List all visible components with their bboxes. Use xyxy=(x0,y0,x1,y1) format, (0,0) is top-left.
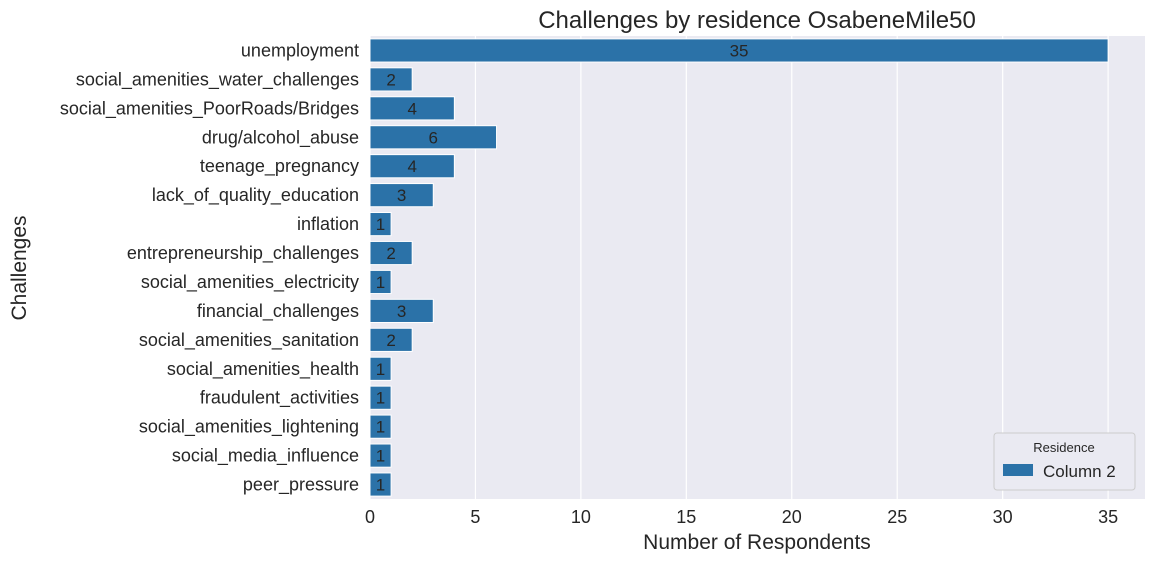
bar xyxy=(369,67,413,92)
category-label: social_amenities_sanitation xyxy=(139,330,359,351)
bar xyxy=(369,269,392,295)
bar-value-label: 1 xyxy=(376,447,385,466)
y-axis-title: Challenges xyxy=(8,215,31,320)
category-label: social_media_influence xyxy=(172,446,359,467)
category-label: teenage_pregnancy xyxy=(200,156,359,177)
category-label: drug/alcohol_abuse xyxy=(202,127,359,148)
bar-value-label: 4 xyxy=(407,99,416,118)
bar-value-label: 2 xyxy=(386,331,395,350)
bar xyxy=(369,327,413,352)
category-label: entrepreneurship_challenges xyxy=(127,243,359,264)
category-label: fraudulent_activities xyxy=(200,388,359,409)
legend-title: Residence xyxy=(1033,440,1094,455)
bar-value-label: 1 xyxy=(376,360,385,379)
x-tick-label: 5 xyxy=(470,507,480,527)
category-label: peer_pressure xyxy=(243,475,359,496)
plot-background xyxy=(370,36,1145,499)
x-tick-label: 0 xyxy=(365,507,375,527)
bar xyxy=(369,443,392,468)
bar-value-label: 3 xyxy=(397,302,406,321)
chart-title: Challenges by residence OsabeneMile50 xyxy=(538,7,976,34)
legend-swatch xyxy=(1003,464,1033,476)
category-label: social_amenities_health xyxy=(167,359,359,380)
x-tick-label: 15 xyxy=(676,507,696,527)
bar-value-label: 1 xyxy=(376,273,385,292)
bar-value-label: 1 xyxy=(376,215,385,234)
bar xyxy=(369,240,413,266)
bar xyxy=(369,183,434,208)
legend-entry-label: Column 2 xyxy=(1043,462,1116,481)
category-label: social_amenities_PoorRoads/Bridges xyxy=(60,98,359,119)
bar-value-label: 3 xyxy=(397,186,406,205)
bar-value-label: 35 xyxy=(730,41,749,60)
category-label: inflation xyxy=(297,214,359,234)
bar-value-label: 4 xyxy=(407,157,416,176)
x-tick-label: 20 xyxy=(782,507,802,527)
category-label: financial_challenges xyxy=(197,301,359,322)
x-tick-labels: 0 5 10 15 20 25 30 35 xyxy=(365,507,1118,527)
bar xyxy=(369,38,1109,63)
grid-lines xyxy=(369,36,1109,499)
category-labels: unemployment social_amenities_water_chall… xyxy=(60,40,359,495)
x-tick-label: 30 xyxy=(993,507,1013,527)
x-tick-label: 35 xyxy=(1098,507,1118,527)
category-label: social_amenities_electricity xyxy=(141,272,359,293)
bar xyxy=(369,125,498,150)
bar xyxy=(369,414,392,439)
bar-value-label: 2 xyxy=(386,70,395,89)
x-axis-title: Number of Respondents xyxy=(643,531,871,554)
bar xyxy=(369,212,392,237)
category-label: social_amenities_water_challenges xyxy=(76,69,359,90)
bar-value-label: 2 xyxy=(386,244,395,263)
bars xyxy=(369,38,1109,497)
x-tick-label: 25 xyxy=(887,507,907,527)
bar xyxy=(369,96,455,121)
category-label: social_amenities_lightening xyxy=(139,417,359,438)
bar xyxy=(369,385,392,410)
bar xyxy=(369,472,392,497)
bar xyxy=(369,298,434,323)
bar xyxy=(369,356,392,381)
bar-value-label: 1 xyxy=(376,389,385,408)
category-label: lack_of_quality_education xyxy=(152,185,359,206)
x-tick-label: 10 xyxy=(571,507,591,527)
bar-value-label: 1 xyxy=(376,476,385,495)
bar xyxy=(369,154,455,179)
legend: Residence Column 2 xyxy=(993,432,1136,491)
category-label: unemployment xyxy=(241,40,359,60)
bar-value-label: 1 xyxy=(376,418,385,437)
bar-value-label: 6 xyxy=(429,128,438,147)
